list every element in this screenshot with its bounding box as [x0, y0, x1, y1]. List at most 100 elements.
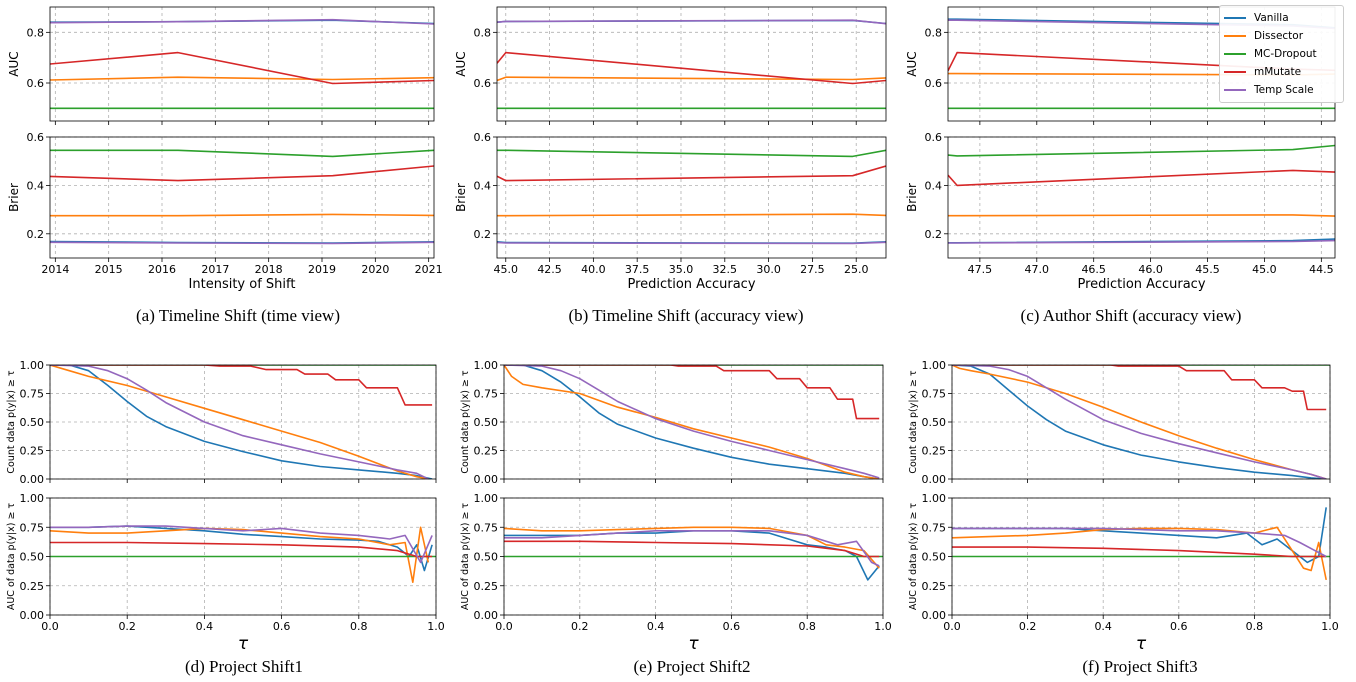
legend-swatch-dissector	[1224, 35, 1246, 37]
y-tick-label: 0.00	[20, 473, 45, 486]
y-tick-label: 0.2	[474, 228, 492, 241]
series-line-mmutate	[504, 365, 880, 420]
series-line-dissector	[497, 213, 886, 217]
x-tick-label: 0.2	[571, 620, 589, 633]
y-tick-label: 0.00	[922, 609, 947, 622]
y-tick-label: 0.6	[474, 131, 492, 144]
x-tick-label: 40.0	[581, 263, 606, 276]
x-tick-label: 0.8	[1246, 620, 1264, 633]
x-tick-label: 27.5	[800, 263, 825, 276]
x-tick-label: 0.6	[273, 620, 291, 633]
subplot-d-auc: 0.00 0.25 0.50 0.75 1.00 0.0 0.2 0.4 0.6 0.8 1.0 AU…	[6, 492, 445, 654]
series-line-temp-scale	[50, 18, 434, 25]
subplot-c-brier: 0.2 0.4 0.6 47.5 47.0 46.5 46.0 45.5 45.0 44.5 Bri…	[905, 131, 1336, 292]
series-line-mmutate	[504, 540, 880, 558]
x-tick-label: 0.8	[350, 620, 368, 633]
y-tick-label: 1.00	[922, 359, 947, 372]
x-tick-label: 2017	[201, 263, 229, 276]
subplot-e-auc: 0.00 0.25 0.50 0.75 1.00 0.0 0.2 0.4 0.6 0.8 1.0 AU…	[460, 492, 892, 654]
legend-swatch-vanilla	[1224, 17, 1246, 19]
y-tick-label: 0.50	[20, 416, 45, 429]
y-axis-label: AUC of data p(y|x) ≥ τ	[908, 503, 919, 611]
series-line-temp-scale	[948, 239, 1335, 244]
x-axis-label: τ	[688, 634, 699, 654]
subplot-b-auc: 0.6 0.8 AUC	[454, 6, 887, 125]
x-tick-label: 2020	[361, 263, 389, 276]
y-tick-label: 0.6	[925, 77, 943, 90]
x-tick-label: 0.0	[943, 620, 961, 633]
subplot-f-auc: 0.00 0.25 0.50 0.75 1.00 0.0 0.2 0.4 0.6 0.8 1.0 AU…	[908, 492, 1339, 654]
legend-label-dissector: Dissector	[1254, 30, 1304, 42]
legend-item-mmutate: mMutate	[1224, 63, 1339, 81]
y-axis-label: AUC	[454, 51, 468, 76]
y-tick-label: 0.4	[925, 179, 943, 192]
axes-frame	[49, 6, 435, 122]
series-line-dissector	[504, 365, 880, 479]
y-tick-label: 1.00	[20, 359, 45, 372]
y-axis-label: Count data p(y|x) ≥ τ	[908, 370, 919, 474]
y-tick-label: 0.50	[474, 551, 499, 564]
x-axis-label: Prediction Accuracy	[1077, 277, 1205, 292]
series-line-dissector	[50, 365, 429, 479]
x-axis-label: τ	[238, 634, 249, 654]
series-line-mmutate	[497, 165, 886, 182]
y-tick-label: 0.6	[27, 131, 45, 144]
caption-f: (f) Project Shift3	[1082, 657, 1198, 676]
y-axis-label: Count data p(y|x) ≥ τ	[460, 370, 471, 474]
x-tick-label: 32.5	[713, 263, 738, 276]
y-tick-label: 0.2	[925, 228, 943, 241]
x-tick-label: 37.5	[625, 263, 650, 276]
y-tick-label: 0.50	[20, 551, 45, 564]
y-axis-label: AUC	[905, 51, 919, 76]
y-tick-label: 0.00	[474, 473, 499, 486]
series-line-dissector	[50, 526, 430, 584]
y-tick-label: 0.25	[922, 445, 947, 458]
caption-e: (e) Project Shift2	[633, 657, 751, 676]
series-line-dissector	[50, 213, 434, 217]
x-tick-label: 45.0	[494, 263, 519, 276]
caption-c: (c) Author Shift (accuracy view)	[1020, 306, 1242, 325]
series-line-vanilla	[50, 365, 433, 479]
legend-swatch-mc-dropout	[1224, 53, 1246, 55]
x-tick-label: 0.6	[723, 620, 741, 633]
legend-item-dissector: Dissector	[1224, 27, 1339, 45]
x-tick-label: 0.2	[118, 620, 136, 633]
y-tick-label: 0.4	[27, 179, 45, 192]
legend-label-vanilla: Vanilla	[1254, 12, 1289, 24]
legend-item-vanilla: Vanilla	[1224, 9, 1339, 27]
y-tick-label: 0.25	[20, 580, 45, 593]
series-line-temp-scale	[497, 19, 886, 25]
series-line-vanilla	[504, 529, 880, 581]
y-tick-label: 0.8	[925, 26, 943, 39]
y-tick-label: 0.25	[20, 445, 45, 458]
series-line-mmutate	[948, 169, 1335, 187]
x-tick-label: 2018	[255, 263, 283, 276]
x-tick-label: 44.5	[1309, 263, 1334, 276]
x-tick-label: 2015	[95, 263, 123, 276]
x-tick-label: 45.5	[1195, 263, 1220, 276]
y-tick-label: 1.00	[474, 492, 499, 505]
x-tick-label: 0.0	[495, 620, 513, 633]
x-tick-label: 0.6	[1170, 620, 1188, 633]
x-tick-label: 1.0	[427, 620, 445, 633]
y-tick-label: 0.75	[474, 521, 499, 534]
series-line-mmutate	[50, 165, 434, 182]
y-tick-label: 0.00	[20, 609, 45, 622]
series-line-dissector	[497, 76, 886, 82]
legend-label-mmutate: mMutate	[1254, 66, 1302, 78]
y-tick-label: 0.75	[20, 521, 45, 534]
series-line-temp-scale	[952, 365, 1327, 479]
x-tick-label: 0.8	[798, 620, 816, 633]
axes-frame	[496, 136, 887, 259]
series-line-mmutate	[50, 365, 433, 406]
y-axis-label: AUC	[7, 51, 21, 76]
series-line-mc-dropout	[497, 149, 886, 158]
series-line-vanilla	[952, 365, 1327, 479]
y-tick-label: 0.6	[925, 131, 943, 144]
legend-swatch-mmutate	[1224, 71, 1246, 73]
subplot-b-brier: 0.2 0.4 0.6 45.0 42.5 40.0 37.5 35.0 32.5 30.0 27.…	[454, 131, 887, 292]
legend-label-mc-dropout: MC-Dropout	[1254, 48, 1317, 60]
y-axis-label: Count data p(y|x) ≥ τ	[6, 370, 17, 474]
